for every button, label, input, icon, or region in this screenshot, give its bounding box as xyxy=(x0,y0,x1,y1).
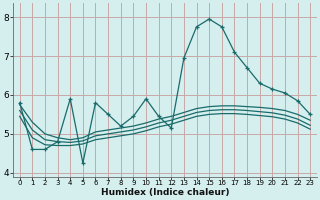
X-axis label: Humidex (Indice chaleur): Humidex (Indice chaleur) xyxy=(101,188,229,197)
